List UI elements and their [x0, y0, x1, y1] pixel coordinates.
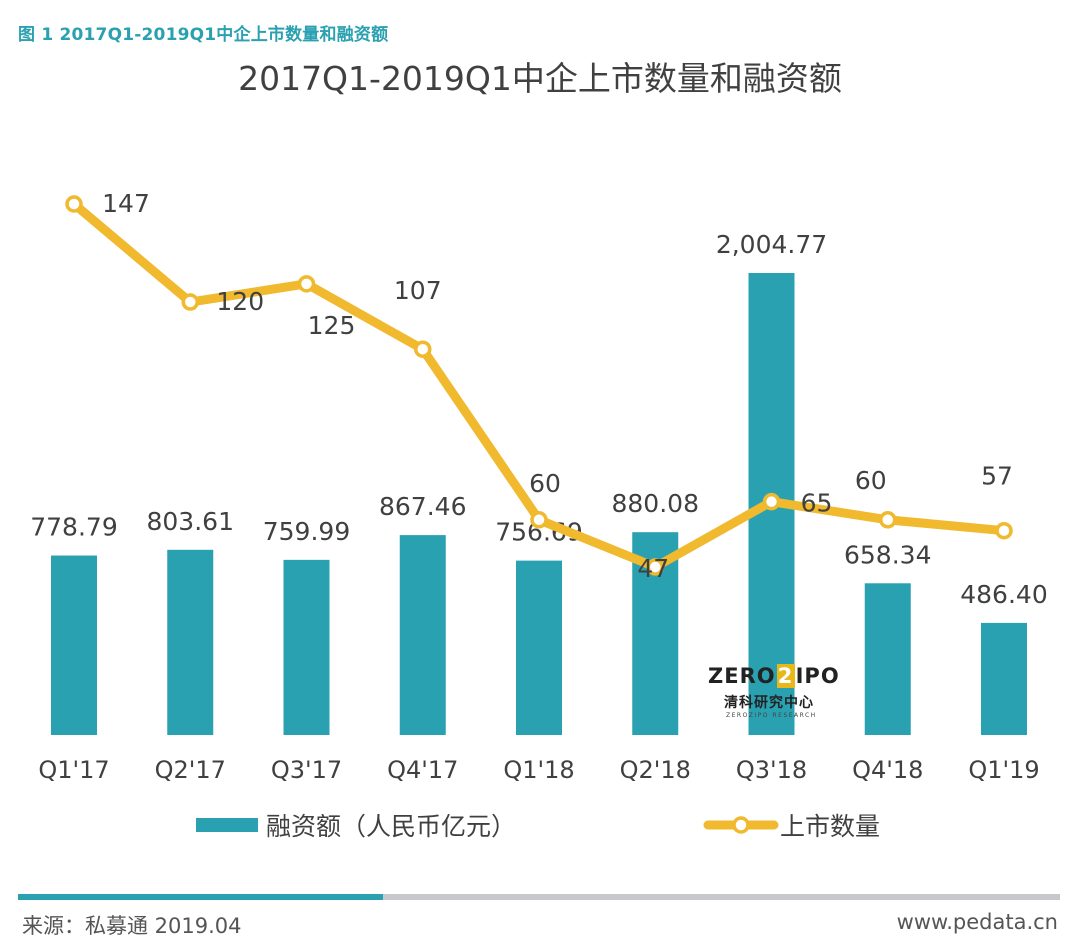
- bar-label-8: 486.40: [960, 580, 1047, 609]
- line-label-3: 107: [394, 276, 442, 305]
- watermark-cn: 清科研究中心: [724, 695, 814, 711]
- line-point-2: [297, 275, 316, 293]
- line-label-7: 60: [855, 466, 887, 495]
- line-point-0: [65, 195, 83, 213]
- footer-divider-accent: [18, 894, 383, 900]
- x-tick-label-8: Q1'19: [968, 756, 1039, 784]
- legend-line-label: 上市数量: [780, 812, 880, 841]
- bar-label-6: 2,004.77: [716, 230, 827, 259]
- line-point-7: [879, 511, 897, 529]
- bar-label-7: 658.34: [844, 540, 931, 569]
- x-tick-label-0: Q1'17: [38, 756, 109, 784]
- line-layer: [65, 195, 1013, 576]
- bar-4: [516, 560, 562, 735]
- line-label-2: 125: [308, 311, 356, 340]
- footer-divider: [18, 894, 1060, 900]
- line-point-3: [414, 340, 432, 358]
- bar-labels-layer: 778.79 803.61 759.99867.46756.69880.082,00…: [30, 230, 1047, 609]
- x-tick-label-6: Q3'18: [736, 756, 807, 784]
- line-point-1: [181, 293, 199, 311]
- x-tick-label-7: Q4'18: [852, 756, 923, 784]
- bar-7: [864, 583, 911, 735]
- bar-3: [399, 535, 446, 735]
- line-point-6: [762, 492, 781, 511]
- bar-8: [981, 622, 1027, 735]
- bar-1: [167, 549, 214, 735]
- watermark-brand: ZERO 2 IPO: [708, 664, 840, 688]
- legend-line-marker: [732, 816, 750, 834]
- line-point-5: [646, 558, 664, 576]
- bar-label-2: 759.99: [263, 517, 350, 546]
- line-point-4: [530, 511, 548, 529]
- bar-label-0: 778.79: [30, 513, 117, 542]
- line-label-4: 60: [529, 469, 561, 498]
- x-tick-label-1: Q2'17: [155, 756, 226, 784]
- chart-title: 2017Q1-2019Q1中企上市数量和融资额: [238, 59, 842, 98]
- legend-bar-label: 融资额（人民币亿元）: [266, 812, 516, 841]
- line-label-6: 65: [801, 489, 833, 518]
- bar-label-3: 867.46: [379, 492, 466, 521]
- x-tick-label-3: Q4'17: [387, 756, 458, 784]
- figure-caption: 图 1 2017Q1-2019Q1中企上市数量和融资额: [18, 25, 389, 45]
- bar-0: [51, 555, 97, 735]
- legend: 融资额（人民币亿元） 上市数量: [196, 812, 880, 841]
- x-tick-label-5: Q2'18: [620, 756, 691, 784]
- legend-bar-swatch: [196, 818, 258, 832]
- line-label-0: 147: [102, 189, 150, 218]
- bar-label-5: 880.08: [612, 489, 699, 518]
- line-label-5: 47: [637, 554, 669, 583]
- line-point-8: [995, 521, 1013, 540]
- x-tick-label-2: Q3'17: [271, 756, 342, 784]
- zerozipo-watermark-logo: ZERO 2 IPO 清科研究中心 ZEROZIPO RESEARCH: [708, 664, 848, 719]
- bars-layer: [51, 273, 1027, 735]
- site-url: www.pedata.cn: [896, 910, 1058, 934]
- source-note: 来源：私募通 2019.04: [22, 914, 242, 938]
- line-label-8: 57: [981, 462, 1013, 491]
- x-tick-label-4: Q1'18: [503, 756, 574, 784]
- line-label-1: 120: [216, 287, 264, 316]
- bar-label-1: 803.61: [147, 507, 234, 536]
- bar-2: [283, 559, 330, 735]
- x-axis: Q1'17 Q2'17 Q3'17 Q4'17 Q1'18 Q2'18 Q3'18 Q4'18…: [38, 756, 1039, 784]
- line-labels-layer: 147 120 125 107 60 47 65 60 57: [102, 189, 1013, 583]
- watermark-en: ZEROZIPO RESEARCH: [726, 712, 817, 719]
